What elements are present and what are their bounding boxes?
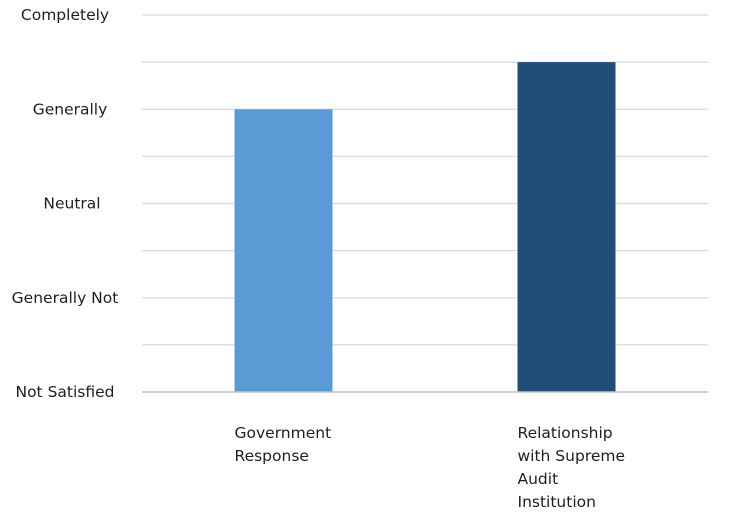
y-tick-labels: Not Satisfied Generally Not Neutral General… <box>12 6 119 401</box>
y-tick-label: Completely <box>21 6 109 24</box>
x-tick-labels: Government Response Relationship with Supre… <box>235 424 626 511</box>
x-tick-label: Relationship with Supreme Audit Institution <box>518 424 626 511</box>
bar <box>517 62 616 392</box>
x-tick-label: Government Response <box>235 424 332 465</box>
y-tick-label: Not Satisfied <box>15 383 114 401</box>
y-tick-label: Generally Not <box>12 289 119 307</box>
bars <box>234 62 616 392</box>
y-tick-label: Generally <box>33 100 108 118</box>
y-tick-label: Neutral <box>43 195 100 213</box>
gridlines <box>142 14 708 346</box>
bar <box>234 109 333 392</box>
